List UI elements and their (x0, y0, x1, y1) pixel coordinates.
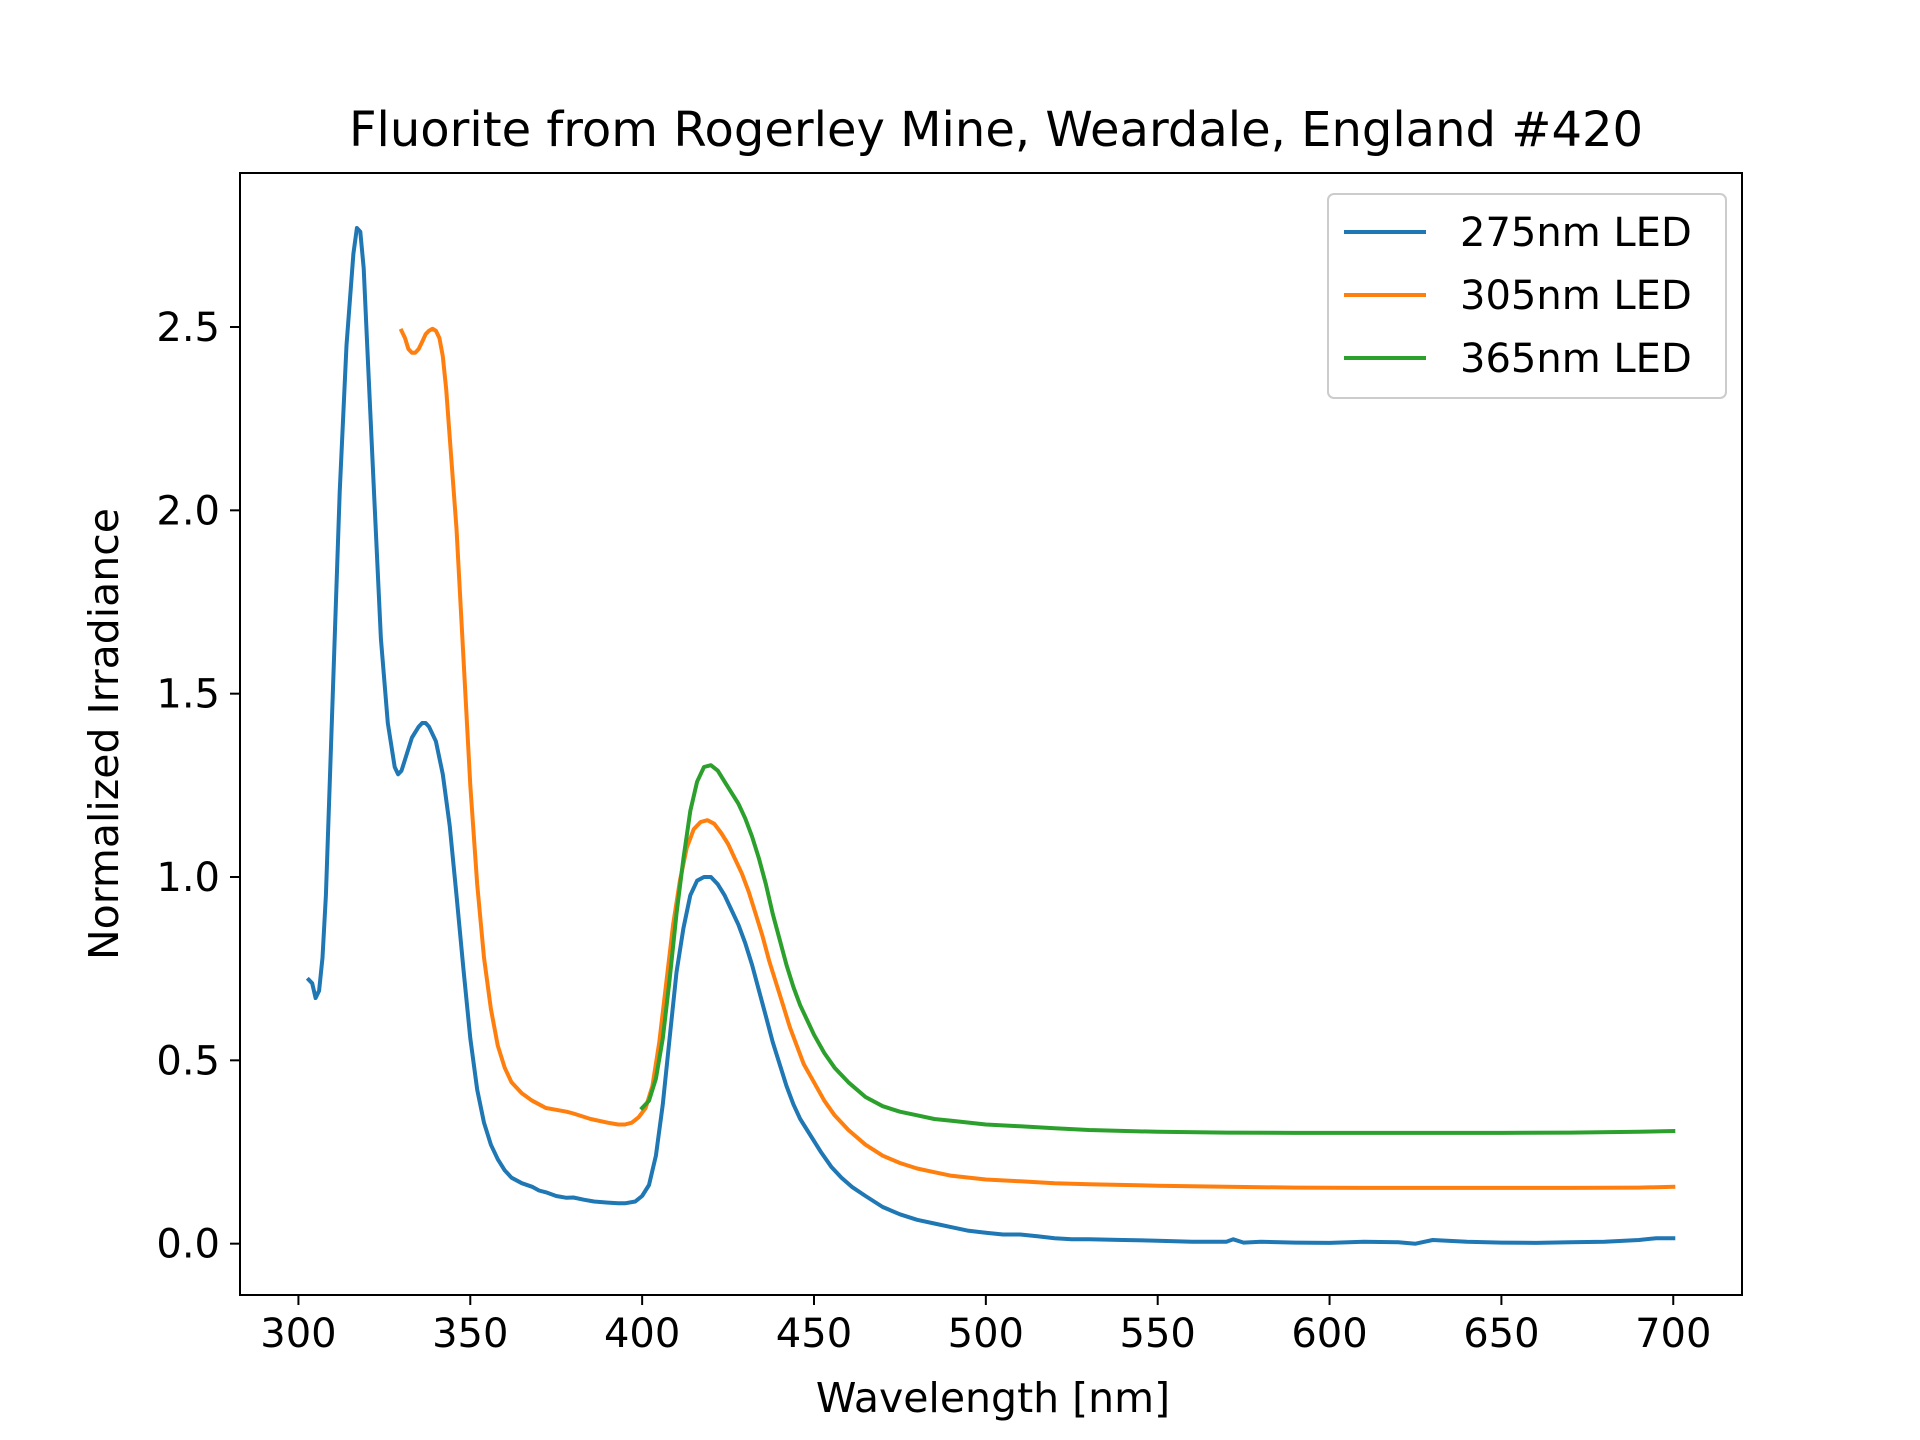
y-tick-label: 1.0 (156, 855, 220, 901)
x-tick-label: 400 (604, 1311, 680, 1357)
y-tick-label: 2.0 (156, 488, 220, 534)
y-tick-label: 0.0 (156, 1222, 220, 1268)
y-tick-label: 2.5 (156, 305, 220, 351)
x-tick-label: 700 (1635, 1311, 1711, 1357)
series-layer (305, 226, 1676, 1246)
x-tick-label: 500 (948, 1311, 1024, 1357)
y-tick-label: 1.5 (156, 672, 220, 718)
series-line-1 (305, 226, 1676, 1246)
x-axis-label: Wavelength [nm] (816, 1374, 1170, 1422)
x-tick-label: 650 (1463, 1311, 1539, 1357)
y-tick-label: 0.5 (156, 1038, 220, 1084)
chart-title: Fluorite from Rogerley Mine, Weardale, E… (349, 102, 1643, 158)
x-tick-label: 600 (1291, 1311, 1367, 1357)
legend: 275nm LED 305nm LED 365nm LED (1327, 193, 1727, 399)
legend-box (1327, 193, 1727, 399)
legend-label-2: 305nm LED (1460, 273, 1692, 319)
legend-label-3: 365nm LED (1460, 336, 1692, 382)
x-tick-label: 300 (260, 1311, 336, 1357)
x-tick-label: 450 (776, 1311, 852, 1357)
legend-label-1: 275nm LED (1460, 210, 1692, 256)
y-axis-label: Normalized Irradiance (80, 508, 128, 960)
y-axis: 0.0 0.5 1.0 1.5 2.0 2.5 (156, 305, 240, 1268)
x-tick-label: 550 (1120, 1311, 1196, 1357)
series-line-3 (639, 763, 1676, 1135)
plot-frame (239, 172, 1743, 1296)
x-axis: 300 350 400 450 500 550 600 650 700 (260, 1295, 1711, 1357)
x-tick-label: 350 (432, 1311, 508, 1357)
